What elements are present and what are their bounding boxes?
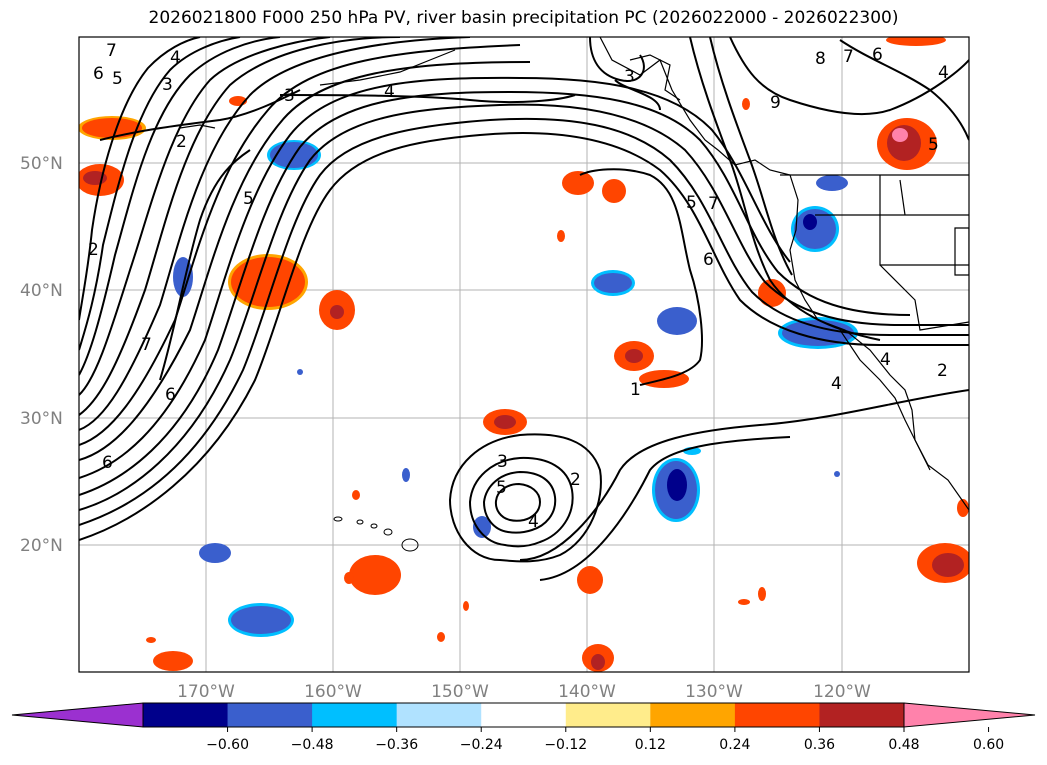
colorbar-cell — [481, 703, 567, 727]
contour-label: 3 — [162, 75, 173, 95]
pv-contours — [79, 37, 969, 581]
lon-label-150w: 150°W — [431, 682, 489, 702]
lat-label-50: 50°N — [20, 154, 63, 174]
colorbar-cell — [227, 703, 313, 727]
lat-label-40: 40°N — [20, 281, 63, 301]
colorbar-tick-label: 0.36 — [804, 737, 835, 753]
colorbar-cell — [312, 703, 398, 727]
contour-label: 4 — [880, 350, 891, 370]
contour-label: 6 — [703, 250, 714, 270]
colorbar-tick-label: −0.48 — [291, 737, 334, 753]
contour-label: 9 — [770, 93, 781, 113]
contour-label: 3 — [497, 452, 508, 472]
colorbar: −0.60 −0.48 −0.36 −0.24 −0.12 0.12 0.24 0.36 0.4… — [11, 702, 1036, 753]
colorbar-frame — [142, 702, 905, 728]
contour-label: 5 — [112, 69, 123, 89]
contour-label: 7 — [141, 335, 152, 355]
colorbar-tick-label: −0.12 — [544, 737, 587, 753]
contour-label: 5 — [928, 135, 939, 155]
contour-label: 7 — [708, 194, 719, 214]
contour-label: 4 — [170, 48, 181, 68]
contour-label: 2 — [88, 240, 99, 260]
map-area — [79, 37, 969, 672]
lon-label-170w: 170°W — [177, 682, 235, 702]
contour-labels: 6 7 5 4 3 3 4 2 2 5 7 6 6 1 2 3 4 5 3 5 … — [88, 41, 949, 532]
lon-label-140w: 140°W — [558, 682, 616, 702]
contour-label: 4 — [384, 82, 395, 102]
colorbar-tick-label: 0.60 — [973, 737, 1004, 753]
contour-label: 5 — [496, 478, 507, 498]
map-frame — [78, 36, 970, 673]
lon-label-160w: 160°W — [304, 682, 362, 702]
colorbar-tick-label: −0.60 — [206, 737, 249, 753]
contour-label: 3 — [284, 86, 295, 106]
colorbar-cell — [143, 703, 229, 727]
contour-label: 4 — [938, 63, 949, 83]
colorbar-tick-label: −0.36 — [375, 737, 418, 753]
coastlines — [179, 37, 969, 511]
contour-label: 6 — [165, 385, 176, 405]
contour-label: 6 — [93, 64, 104, 84]
contour-label: 1 — [630, 380, 641, 400]
precipitation-shading — [79, 37, 969, 672]
longitude-labels: 170°W 160°W 150°W 140°W 130°W 120°W — [177, 682, 871, 702]
colorbar-tick-label: 0.24 — [719, 737, 750, 753]
map-title: 2026021800 F000 250 hPa PV, river basin … — [148, 8, 899, 28]
contour-label: 5 — [686, 193, 697, 213]
contour-label: 2 — [937, 361, 948, 381]
latitude-labels: 50°N 40°N 30°N 20°N — [20, 154, 63, 556]
contour-label: 6 — [872, 45, 883, 65]
gridlines — [79, 37, 969, 672]
lat-label-20: 20°N — [20, 536, 63, 556]
colorbar-cell — [396, 703, 482, 727]
contour-label: 5 — [243, 189, 254, 209]
contour-label: 2 — [176, 132, 187, 152]
contour-label: 6 — [102, 453, 113, 473]
contour-label: 3 — [624, 67, 635, 87]
colorbar-cell — [565, 703, 651, 727]
colorbar-extend-high — [903, 702, 1036, 728]
lon-label-120w: 120°W — [813, 682, 871, 702]
colorbar-cell — [819, 703, 905, 727]
contour-label: 7 — [843, 47, 854, 67]
contour-label: 8 — [815, 49, 826, 69]
lon-label-130w: 130°W — [685, 682, 743, 702]
colorbar-cell — [734, 703, 820, 727]
colorbar-tick-label: −0.24 — [460, 737, 503, 753]
colorbar-tick-label: 0.12 — [635, 737, 666, 753]
lat-label-30: 30°N — [20, 409, 63, 429]
contour-label: 2 — [570, 470, 581, 490]
hawaii-islands — [333, 516, 419, 552]
contour-label: 7 — [106, 41, 117, 61]
contour-label: 4 — [528, 512, 539, 532]
colorbar-cell — [650, 703, 736, 727]
contour-label: 4 — [831, 374, 842, 394]
colorbar-tick-label: 0.48 — [888, 737, 919, 753]
colorbar-extend-low — [11, 702, 144, 728]
